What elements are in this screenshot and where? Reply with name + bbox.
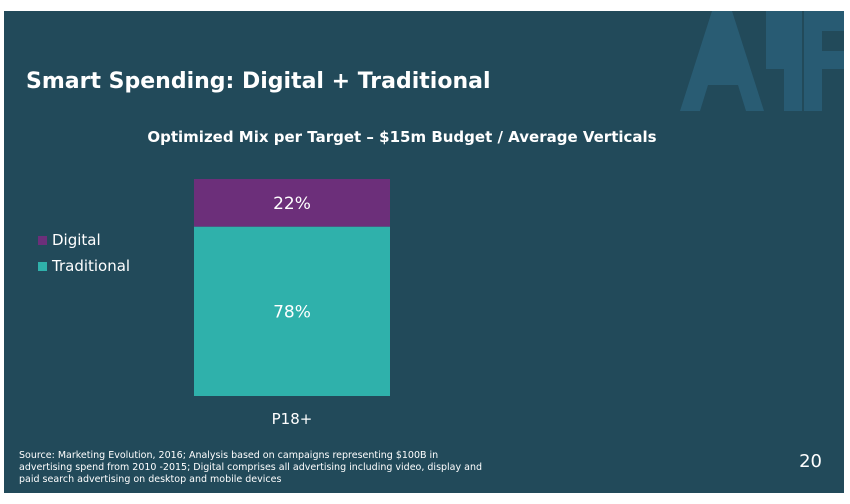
category-label: P18+: [272, 410, 313, 428]
arf-logo: [680, 11, 844, 111]
stacked-bar-chart: 22% 78% P18+: [194, 179, 390, 428]
page-number: 20: [799, 451, 822, 472]
chart-legend: Digital Traditional: [38, 227, 130, 279]
data-label-digital: 22%: [273, 194, 311, 214]
slide-title: Smart Spending: Digital + Traditional: [26, 69, 491, 94]
bar-segment-traditional: [194, 226, 390, 396]
legend-label-digital: Digital: [52, 231, 101, 249]
bar-segment-digital: [194, 179, 390, 227]
source-note: Source: Marketing Evolution, 2016; Analy…: [19, 450, 483, 485]
legend-item-digital: Digital: [38, 227, 130, 253]
legend-swatch-traditional: [38, 261, 47, 271]
chart-subtitle: Optimized Mix per Target – $15m Budget /…: [147, 128, 657, 146]
data-label-traditional: 78%: [273, 302, 311, 322]
legend-item-traditional: Traditional: [38, 253, 130, 279]
legend-label-traditional: Traditional: [52, 257, 131, 275]
legend-swatch-digital: [38, 235, 47, 245]
slide: Smart Spending: Digital + Traditional Op…: [4, 11, 844, 493]
